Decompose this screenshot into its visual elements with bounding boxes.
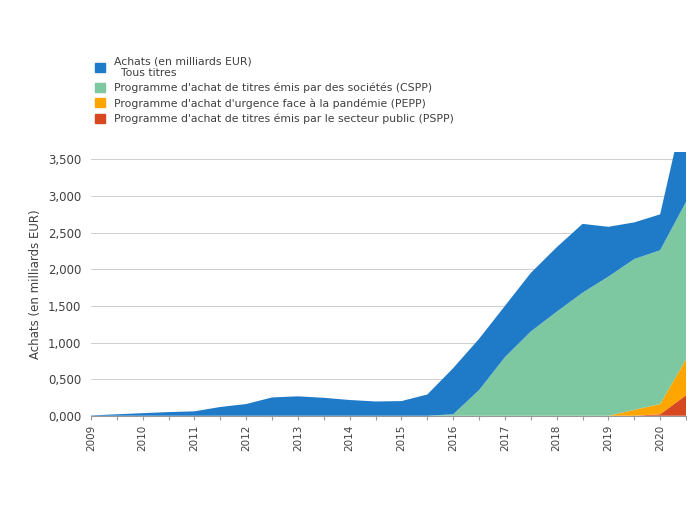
Legend: Achats (en milliards EUR)
  Tous titres, Programme d'achat de titres émis par de: Achats (en milliards EUR) Tous titres, P… [91,52,458,128]
Y-axis label: Achats (en milliards EUR): Achats (en milliards EUR) [29,209,42,359]
